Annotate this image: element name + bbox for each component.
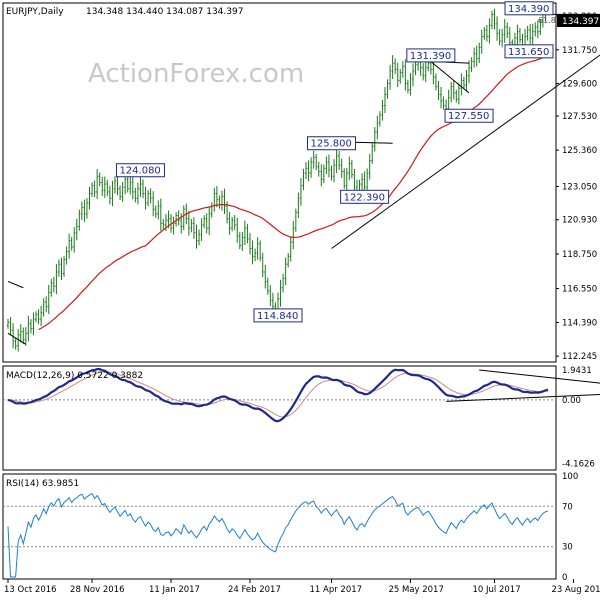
price-tick-label: 127.530 (562, 112, 597, 122)
rsi-tick-label: 0 (562, 573, 567, 583)
x-tick-label: 10 Jul 2017 (473, 585, 521, 595)
price-label: 125.800 (310, 139, 351, 150)
grid-layer (3, 399, 556, 548)
rsi-label: RSI(14) 63.9851 (6, 479, 79, 489)
price-tick-label: 125.360 (562, 146, 597, 156)
macd-signal-line (7, 371, 549, 418)
ohlc-readout: 134.348 134.440 134.087 134.397 (86, 7, 243, 17)
price-trendline (331, 54, 600, 249)
macd-trendline (446, 394, 600, 402)
price-label-box (253, 308, 303, 323)
rsi-tick-label: 100 (562, 472, 578, 482)
macd-tick-label: 1.9431 (562, 366, 592, 376)
price-trendline (7, 332, 27, 345)
price-label-box (406, 48, 456, 63)
price-tick-label: 129.600 (562, 80, 597, 90)
macd-panel-frame (2, 365, 557, 471)
rsi-tick-label: 70 (562, 502, 573, 512)
price-layer (7, 2, 549, 352)
x-tick-label: 23 Aug 2017 (551, 585, 600, 595)
macd-tick-label: 0.00 (562, 396, 581, 406)
price-label: 131.650 (508, 47, 549, 58)
price-label-box (340, 189, 390, 204)
x-tick-label: 24 Feb 2017 (228, 585, 281, 595)
price-tick-label: 116.550 (562, 285, 597, 295)
price-label-box (115, 163, 165, 178)
annotation-layer: 124.080 114.840 125.800 122.390 131.390 127.5… (7, 1, 600, 345)
x-tick-label: 25 May 2017 (388, 585, 443, 595)
chart-title: EURJPY,Daily (6, 7, 64, 17)
price-label-box (504, 1, 554, 16)
current-price-tag (557, 14, 600, 27)
price-tick-label: 120.930 (562, 216, 597, 226)
price-tick-label: 112.245 (562, 352, 597, 362)
x-tick-label: 28 Nov 2016 (70, 585, 124, 595)
current-price-tag-text: 134.397 (562, 17, 599, 27)
macd-line (7, 368, 549, 423)
rsi-tick-label: 30 (562, 543, 573, 553)
price-label: 122.390 (344, 192, 385, 203)
x-tick-label: 11 Jan 2017 (149, 585, 200, 595)
price-label: 131.390 (410, 51, 451, 62)
rsi-panel-frame (2, 473, 557, 580)
macd-trendline (479, 369, 600, 384)
price-tick-label: 131.750 (562, 46, 597, 56)
rsi-line (7, 493, 549, 578)
fib-label: 61.8 (538, 16, 556, 25)
macd-tick-label: -4.1626 (562, 460, 595, 470)
macd-label: MACD(12,26,9) 0.5722 0.3882 (6, 371, 143, 381)
price-trendline (430, 61, 470, 94)
price-label: 124.080 (119, 166, 160, 177)
price-label: 114.840 (257, 311, 298, 322)
macd-layer (7, 368, 600, 423)
price-trendline (7, 280, 24, 289)
x-tick-label: 13 Oct 2016 (4, 585, 57, 595)
x-tick-label: 11 Apr 2017 (309, 585, 362, 595)
price-panel-frame (2, 2, 557, 363)
price-label-box (444, 108, 494, 123)
watermark: ActionForex.com (88, 59, 304, 89)
rsi-layer (7, 493, 549, 578)
price-tick-label: 123.050 (562, 182, 597, 192)
price-label-box (306, 136, 356, 151)
price-label: 134.390 (508, 4, 549, 15)
price-label-box (504, 44, 554, 59)
price-tick-label: 114.390 (562, 318, 597, 328)
price-label: 127.550 (448, 111, 489, 122)
price-tick-label: 118.750 (562, 250, 597, 260)
